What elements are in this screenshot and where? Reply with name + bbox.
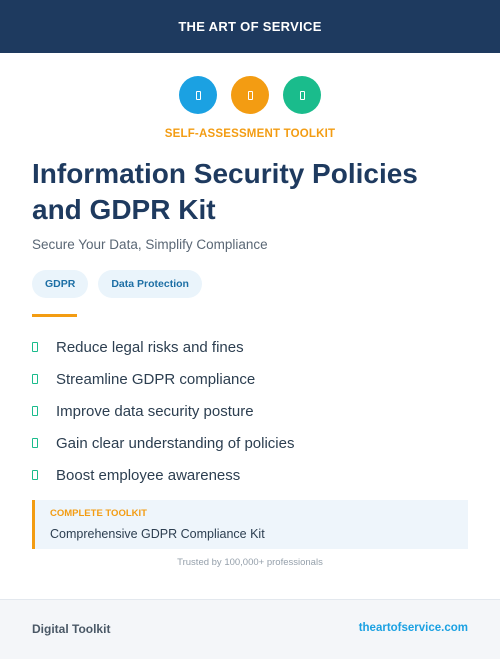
icon-row — [0, 76, 500, 114]
page-subtitle: Secure Your Data, Simplify Compliance — [32, 237, 268, 252]
benefit-list: Reduce legal risks and fines Streamline … — [32, 331, 294, 491]
list-item: Improve data security posture — [32, 395, 294, 427]
tag-data-protection: Data Protection — [98, 270, 202, 298]
callout-text: Comprehensive GDPR Compliance Kit — [50, 527, 265, 541]
accent-divider — [32, 314, 77, 317]
toolkit-kicker: SELF-ASSESSMENT TOOLKIT — [164, 128, 336, 140]
benefit-text: Streamline GDPR compliance — [56, 370, 256, 388]
tag-list: GDPR Data Protection — [32, 270, 202, 298]
callout-label: COMPLETE TOOLKIT — [50, 508, 147, 519]
title-line-1: Information Security Policies — [32, 158, 418, 189]
list-item: Boost employee awareness — [32, 459, 294, 491]
title-line-2: and GDPR Kit — [32, 194, 216, 225]
checkmark-icon — [32, 470, 38, 480]
footer-bar: Digital Toolkit theartofservice.com — [0, 599, 500, 659]
tag-gdpr: GDPR — [32, 270, 89, 298]
header-bar: THE ART OF SERVICE — [0, 0, 500, 53]
checkmark-icon — [32, 342, 38, 352]
toolkit-callout: COMPLETE TOOLKIT Comprehensive GDPR Comp… — [32, 500, 468, 549]
benefit-text: Reduce legal risks and fines — [56, 338, 244, 356]
benefit-text: Improve data security posture — [56, 402, 254, 420]
document-icon — [179, 76, 217, 114]
document-icon — [231, 76, 269, 114]
list-item: Reduce legal risks and fines — [32, 331, 294, 363]
footer-label: Digital Toolkit — [32, 622, 111, 636]
website-link[interactable]: theartofservice.com — [358, 622, 468, 634]
benefit-text: Boost employee awareness — [56, 466, 241, 484]
checkmark-icon — [32, 438, 38, 448]
list-item: Gain clear understanding of policies — [32, 427, 294, 459]
list-item: Streamline GDPR compliance — [32, 363, 294, 395]
checkmark-icon — [32, 406, 38, 416]
page-title: Information Security Policies and GDPR K… — [32, 156, 472, 228]
document-icon — [283, 76, 321, 114]
benefit-text: Gain clear understanding of policies — [56, 434, 295, 452]
checkmark-icon — [32, 374, 38, 384]
trust-note: Trusted by 100,000+ professionals — [177, 557, 323, 568]
brand-name: THE ART OF SERVICE — [178, 19, 322, 34]
